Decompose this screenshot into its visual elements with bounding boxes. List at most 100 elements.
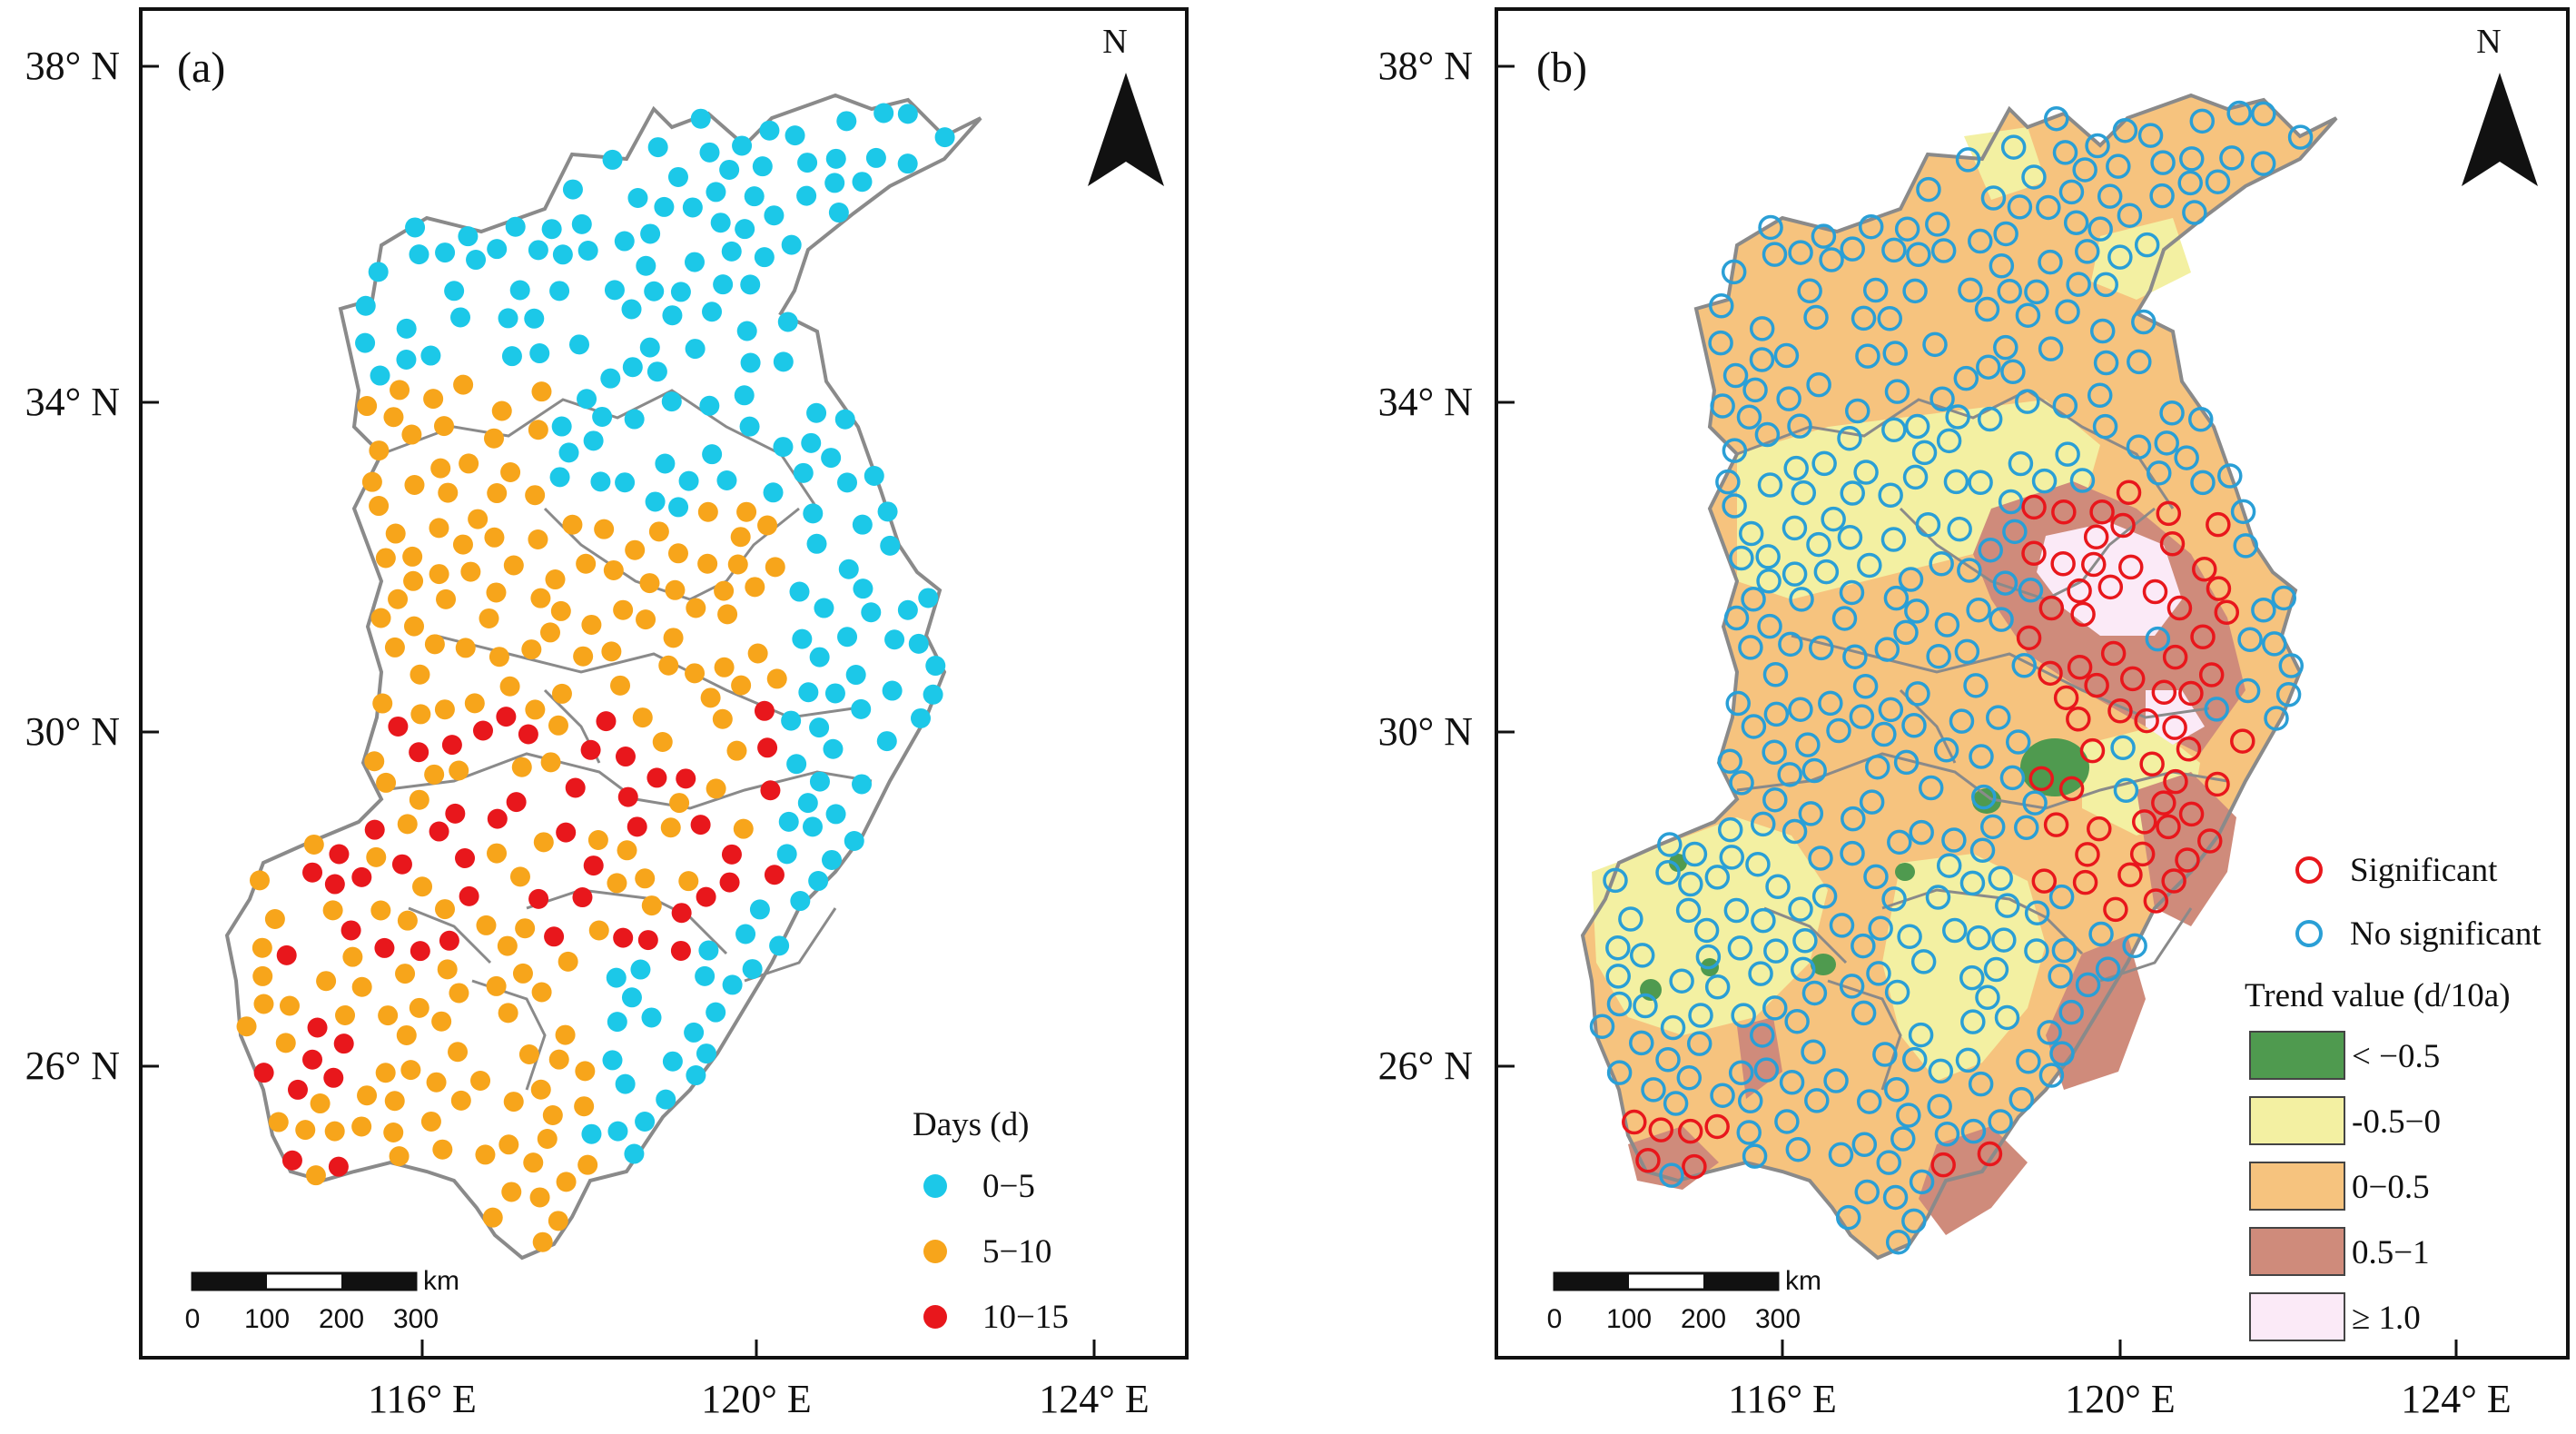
station-circle [1629,1030,1654,1056]
station-circle [1922,331,1948,358]
station-circle [1725,690,1751,717]
station-dot [699,142,720,163]
station-circle [2106,153,2131,179]
station-circle [1831,606,1858,631]
station-dot [781,234,802,255]
station-dot [302,862,323,883]
panel-b-lat-ticks: 38° N 34° N 30° N 26° N [1378,44,1515,1088]
station-circle [1790,956,1816,983]
station-dot [324,874,345,895]
station-circle [1957,558,1982,583]
station-circle [1738,635,1763,660]
station-dot [390,380,410,401]
lat-tick-label: 26° N [1378,1043,1473,1088]
station-dot [375,1063,396,1083]
station-dot [486,975,507,996]
station-dot [732,135,753,156]
station-circle [2151,790,2176,816]
station-dot [662,305,683,326]
station-circle [1823,1068,1849,1093]
station-dot [627,187,648,208]
station-circle [2251,101,2276,127]
station-dot [684,1022,705,1043]
station-circle [2075,972,2101,998]
station-dot [613,599,634,620]
station-dot [712,708,733,729]
station-dot [908,633,929,654]
station-circle [2031,468,2058,494]
station-circle [2075,842,2100,867]
station-circle [1837,425,1862,451]
station-circle [1629,943,1655,968]
station-dot [537,1128,558,1149]
station-dot [369,440,390,461]
station-dot [600,368,621,389]
station-dot [823,738,844,759]
station-dot [518,724,538,745]
station-dot [528,529,548,549]
station-dot [370,900,391,921]
panel-a-north-arrow: N [1088,23,1164,186]
station-dot [525,699,546,720]
station-dot [716,470,737,491]
station-dot [797,793,818,814]
lat-tick-label: 34° N [25,380,120,424]
station-circle [1851,305,1877,331]
station-dot [450,1090,471,1111]
station-circle [1840,480,1865,506]
station-dot [769,935,790,956]
station-dot [458,226,479,247]
station-dot [429,821,449,842]
station-circle [1603,867,1628,894]
station-circle [1980,185,2007,211]
station-circle [1975,984,2000,1011]
station-dot [658,655,679,676]
station-dot [706,1002,726,1023]
station-circle [1731,1003,1756,1028]
station-circle [2251,597,2276,623]
station-dot [722,974,743,995]
station-dot [588,920,609,941]
trend-class-label: -0.5−0 [2352,1103,2441,1141]
station-circle [1655,859,1681,885]
station-circle [1660,1014,1686,1041]
station-dot [370,608,391,628]
station-dot [468,509,489,529]
station-dot [499,676,520,697]
station-circle [1862,277,1889,303]
station-dot [357,396,378,417]
station-dot [552,244,573,265]
station-dot [836,111,857,132]
station-dot [636,255,656,276]
lon-tick-label: 116° E [368,1377,477,1421]
station-dot [366,846,387,867]
station-dot [434,699,455,720]
station-circle [2110,735,2136,761]
station-dot [596,711,617,732]
station-circle [2048,884,2075,910]
station-circle [2117,862,2143,888]
trend-legend-title: Trend value (d/10a) [2245,977,2511,1014]
station-dot [529,1187,550,1208]
station-dot [396,318,417,339]
station-dot [464,693,485,714]
station-dot [531,982,552,1003]
station-circle [2018,578,2044,603]
trend-class-label: 0.5−1 [2352,1234,2430,1271]
station-circle [1857,552,1882,579]
station-dot [455,847,476,868]
station-dot [548,715,568,736]
station-circle [1955,1047,1981,1073]
station-dot [614,231,635,252]
station-dot [714,580,735,601]
station-circle [1994,1004,2020,1031]
station-circle [1788,896,1813,922]
station-dot [576,553,597,574]
station-circle [2178,801,2205,827]
station-circle [1785,1136,1811,1162]
station-circle [1960,1118,1987,1144]
station-circle [1819,247,1844,272]
station-circle [1808,846,1833,871]
station-dot [925,656,946,677]
station-dot [821,448,842,469]
